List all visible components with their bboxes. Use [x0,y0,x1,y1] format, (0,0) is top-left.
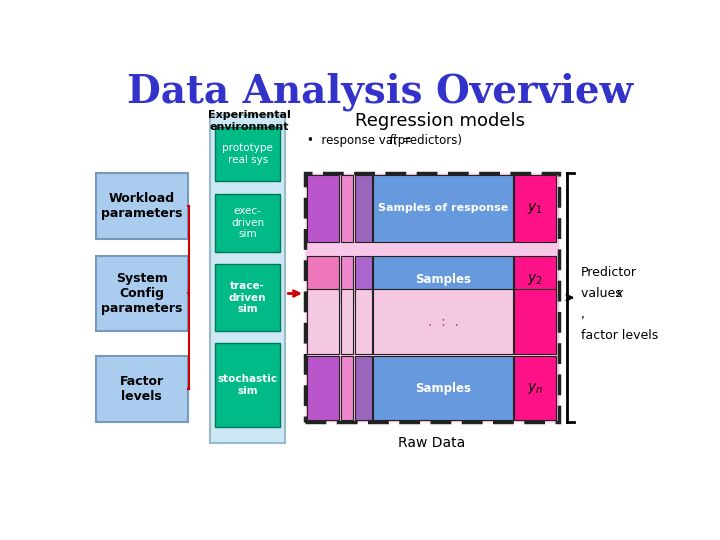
Bar [307,289,339,354]
Bar [307,175,339,241]
Text: prototype
real sys: prototype real sys [222,144,273,165]
FancyBboxPatch shape [305,173,559,422]
FancyBboxPatch shape [96,256,188,331]
Bar [341,256,353,304]
Text: x: x [616,287,623,300]
Bar [355,256,372,304]
Bar [355,289,372,354]
Bar [341,356,353,420]
Text: $y_2$: $y_2$ [527,273,543,287]
Bar [307,256,339,304]
Text: Data Analysis Overview: Data Analysis Overview [127,72,633,111]
Text: Regression models: Regression models [355,112,525,130]
Bar [341,175,353,241]
Text: exec-
driven
sim: exec- driven sim [231,206,264,239]
Text: trace-
driven
sim: trace- driven sim [229,281,266,314]
FancyBboxPatch shape [215,194,280,252]
Text: •  response var =: • response var = [307,134,415,147]
Text: ,: , [581,308,585,321]
FancyBboxPatch shape [215,265,280,331]
Text: Workload
parameters: Workload parameters [101,192,182,220]
Bar [514,175,556,241]
Text: Experimental
environment: Experimental environment [207,110,290,132]
Text: Predictor: Predictor [581,266,637,279]
Text: .  :  .: . : . [428,315,459,328]
Text: stochastic
sim: stochastic sim [217,374,278,396]
Text: System
Config
parameters: System Config parameters [101,272,182,315]
FancyBboxPatch shape [215,343,280,427]
Bar [514,289,556,354]
Bar [374,356,513,420]
Text: values: values [581,287,626,300]
Bar [307,356,339,420]
Bar [355,356,372,420]
Text: Samples of response: Samples of response [378,203,508,213]
Text: f: f [389,134,392,147]
Text: (predictors): (predictors) [393,134,462,147]
Text: $y_n$: $y_n$ [527,381,543,396]
Bar [341,289,353,354]
Text: factor levels: factor levels [581,328,658,342]
Text: Factor
levels: Factor levels [120,375,163,403]
Bar [374,256,513,304]
FancyBboxPatch shape [96,356,188,422]
Text: Samples: Samples [415,382,471,395]
Text: $y_1$: $y_1$ [527,201,543,216]
Text: Samples: Samples [415,273,471,287]
Bar [374,289,513,354]
FancyBboxPatch shape [96,173,188,239]
Bar [514,256,556,304]
Bar [514,356,556,420]
Bar [374,175,513,241]
FancyBboxPatch shape [215,127,280,181]
Text: Raw Data: Raw Data [398,436,465,450]
Bar [355,175,372,241]
FancyBboxPatch shape [210,114,285,443]
